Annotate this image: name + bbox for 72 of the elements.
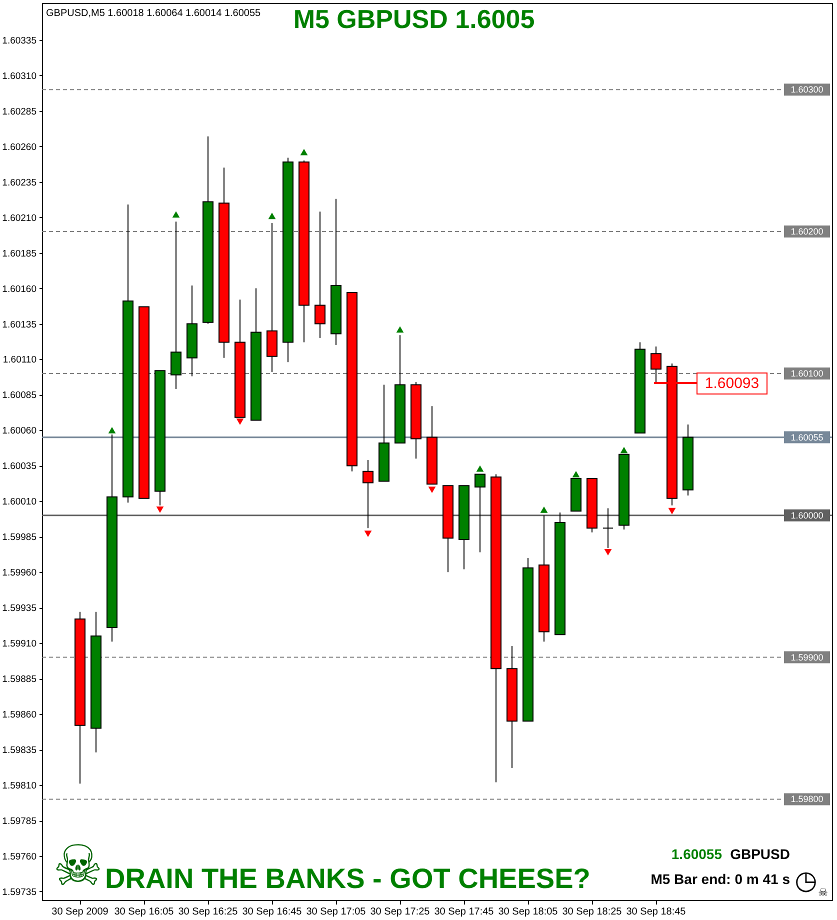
point <box>668 508 676 514</box>
x-tick-label: 30 Sep 16:25 <box>178 906 238 918</box>
text: 1.60093 <box>704 375 760 392</box>
y-tick-label: 1.59985 <box>2 532 36 544</box>
y-tick-label: 1.60310 <box>2 70 36 82</box>
point <box>620 446 628 454</box>
x-tick-label: 30 Sep 17:05 <box>306 906 366 918</box>
ref-line-label: 1.59900 <box>790 652 824 662</box>
ref-line-label: 1.60000 <box>790 510 824 520</box>
y-tick-label: 1.60335 <box>2 35 36 46</box>
point <box>108 427 116 434</box>
point <box>236 418 244 425</box>
annotation: M5 Bar end: 0 m 41 s <box>650 871 790 887</box>
y-tick-label: 1.60085 <box>2 390 36 402</box>
x-tick-label: 30 Sep 16:05 <box>114 906 174 918</box>
y-tick-label: 1.59735 <box>2 886 36 898</box>
ref-line-label: 1.60100 <box>790 368 824 378</box>
x-tick-label: 30 Sep 17:45 <box>434 906 494 918</box>
point <box>476 465 484 472</box>
point <box>428 486 436 494</box>
text: GBPUSD,M5 1.60018 1.60064 1.60014 1.60055 <box>46 8 262 19</box>
y-tick-label: 1.59785 <box>2 816 36 828</box>
y-tick-label: 1.60160 <box>2 284 36 295</box>
chart-title: M5 GBPUSD 1.6005 <box>293 4 535 34</box>
text: ☠ <box>818 886 828 899</box>
point <box>540 506 548 513</box>
y-tick-label: 1.59810 <box>2 780 36 792</box>
y-tick-label: 1.60060 <box>2 426 36 437</box>
y-tick-label: 1.60185 <box>2 248 36 260</box>
candlestick <box>602 508 614 549</box>
x-tick-label: 30 Sep 18:05 <box>498 906 558 918</box>
y-tick-label: 1.59885 <box>2 674 36 686</box>
text: GBPUSD <box>730 846 790 862</box>
candlestick <box>474 474 486 553</box>
y-tick-label: 1.59910 <box>2 638 36 650</box>
point <box>572 471 580 478</box>
point <box>604 549 612 556</box>
y-tick-label: 1.60035 <box>2 461 36 472</box>
candlestick <box>314 211 326 338</box>
annotation: 1.60055 <box>671 846 722 862</box>
y-tick-label: 1.59860 <box>2 710 36 721</box>
point <box>156 506 164 513</box>
x-tick-label: 30 Sep 16:45 <box>242 906 302 918</box>
y-tick-label: 1.59935 <box>2 603 36 614</box>
annotation: DRAIN THE BANKS - GOT CHEESE? <box>105 863 590 894</box>
y-tick-label: 1.59760 <box>2 852 36 862</box>
y-tick-label: 1.60110 <box>2 354 36 366</box>
y-tick-label: 1.60260 <box>2 142 36 153</box>
candlestick <box>362 460 374 529</box>
point <box>300 148 308 156</box>
point <box>172 211 180 218</box>
x-tick-label: 30 Sep 18:45 <box>626 906 686 918</box>
x-tick-label: 30 Sep 2009 <box>52 906 109 918</box>
text: ◷ <box>794 866 818 896</box>
y-tick-label: 1.60135 <box>2 319 36 330</box>
point <box>268 212 276 220</box>
point <box>396 326 404 333</box>
ref-line-label: 1.59800 <box>790 794 824 804</box>
y-tick-label: 1.60285 <box>2 106 36 118</box>
y-tick-label: 1.60235 <box>2 177 36 188</box>
ref-line-label: 1.60200 <box>790 226 824 237</box>
y-tick-label: 1.59835 <box>2 745 36 756</box>
y-tick-label: 1.59960 <box>2 568 36 579</box>
point <box>364 530 372 538</box>
ref-line-label: 1.60055 <box>790 432 824 442</box>
ref-line-label: 1.60300 <box>790 84 824 95</box>
y-tick-label: 1.60210 <box>2 212 36 224</box>
candlestick <box>170 221 182 390</box>
y-tick-label: 1.60010 <box>2 496 36 508</box>
annotation: ☠ <box>52 834 104 899</box>
x-tick-label: 30 Sep 18:25 <box>562 906 622 918</box>
x-tick-label: 30 Sep 17:25 <box>370 906 430 918</box>
